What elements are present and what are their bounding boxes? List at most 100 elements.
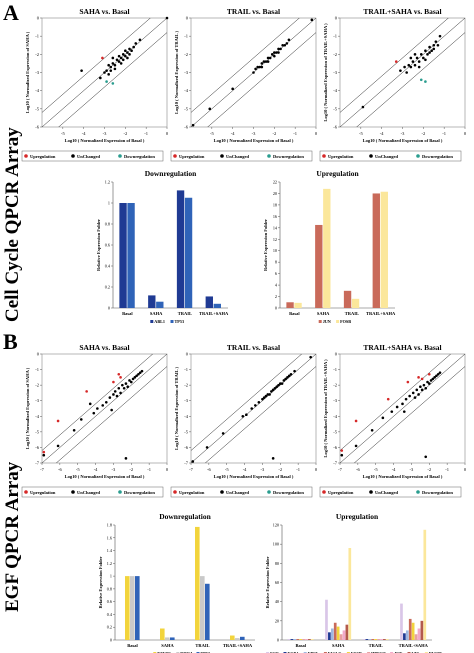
data-point-unchanged <box>390 410 394 413</box>
bar-chart-A4: Downregulation 0 0.2 0.4 0.6 0.8 1 1.2 Relative … <box>96 169 229 324</box>
bar-dusp6 <box>310 639 314 640</box>
panel-letter-a: A <box>3 0 19 25</box>
bar-tp53 <box>240 636 245 640</box>
x-tick-label: 0 <box>166 467 169 472</box>
data-point-unchanged <box>132 45 135 49</box>
data-point-unchanged <box>119 62 123 65</box>
y-tick-label: -2 <box>184 52 188 57</box>
bar-abl1 <box>119 203 127 308</box>
data-point-unchanged <box>287 38 291 42</box>
x-tick-label: -2 <box>123 131 127 136</box>
data-point-unchanged <box>310 18 314 22</box>
y-tick-label: 40 <box>275 599 279 604</box>
category-label: TRAIL+SAHA <box>223 643 253 648</box>
data-point-unchanged <box>245 413 248 417</box>
scatter-B3: TRAIL+SAHA vs. Basal -7 -6 -5 -4 -3 -2 -1 0 -7 -6 -… <box>319 343 467 498</box>
category-label: SAHA <box>317 311 330 316</box>
data-point-unchanged <box>231 87 234 91</box>
legend-marker <box>220 154 224 158</box>
y-tick-label: -5 <box>333 429 337 434</box>
y-tick-label: 10 <box>273 248 277 253</box>
y-tick-label: 100 <box>273 542 279 547</box>
data-point-unchanged <box>427 382 431 385</box>
category-label: Basal <box>289 311 300 316</box>
bar-egr1 <box>403 633 406 640</box>
data-point-unchanged <box>134 42 138 45</box>
data-point-upregulation <box>42 450 46 454</box>
legend-marker <box>322 490 326 494</box>
data-point-unchanged <box>113 63 117 67</box>
y-tick-label: 120 <box>273 523 279 528</box>
y-tick-label: -3 <box>35 398 39 403</box>
legend-marker <box>267 154 271 158</box>
data-point-unchanged <box>138 38 142 42</box>
y-tick-label: 18 <box>273 202 277 207</box>
legend-marker <box>416 154 420 158</box>
legend-marker <box>267 490 271 494</box>
x-tick-label: -1 <box>445 467 449 472</box>
data-point-unchanged <box>121 383 124 387</box>
data-point-unchanged <box>354 444 358 448</box>
y-tick-label: -2 <box>35 383 39 388</box>
y-tick-label: 1.6 <box>107 535 112 540</box>
data-point-unchanged <box>404 397 408 401</box>
bar-faslg <box>296 639 300 640</box>
bar-eps8 <box>330 628 334 640</box>
data-point-unchanged <box>191 460 195 463</box>
x-tick-label: -5 <box>225 467 229 472</box>
data-point-downregulation <box>105 80 108 83</box>
y-tick-label: 0 <box>186 352 189 357</box>
data-point-unchanged <box>401 402 404 406</box>
data-point-unchanged <box>409 56 413 60</box>
data-point-upregulation <box>417 376 420 379</box>
legend-label: JUN <box>323 319 331 324</box>
identity-line <box>42 354 167 463</box>
threshold-line <box>191 18 300 113</box>
bar-rhoa <box>235 638 240 640</box>
legend-label: Upregulation <box>30 490 56 495</box>
bar-lta <box>345 624 349 640</box>
y-tick-label: 1.2 <box>107 561 112 566</box>
data-point-unchanged <box>284 377 287 381</box>
y-tick-label: -5 <box>35 429 39 434</box>
data-point-unchanged <box>135 374 138 378</box>
data-point-unchanged <box>112 393 115 396</box>
data-point-unchanged <box>424 386 428 390</box>
data-point-unchanged <box>126 56 129 60</box>
x-tick-label: -2 <box>427 467 431 472</box>
scatter-legend: Upregulation UnChanged Downregulation <box>21 150 164 162</box>
legend-marker <box>118 154 122 158</box>
data-point-unchanged <box>124 49 127 52</box>
legend-label: ABL1 <box>154 319 165 324</box>
legend-label: Upregulation <box>30 154 56 159</box>
bar-nfkb1 <box>160 628 165 640</box>
bar-egr1 <box>328 632 331 640</box>
data-point-unchanged <box>429 379 433 382</box>
bar-fosb <box>374 639 377 640</box>
x-tick-label: -1 <box>144 131 148 136</box>
y-axis-label: Log10 ( Normalized Expression of SAHA ) <box>25 31 30 113</box>
data-point-unchanged <box>277 383 280 387</box>
threshold-line <box>55 366 167 463</box>
data-point-unchanged <box>261 397 264 401</box>
data-point-upregulation <box>340 449 344 452</box>
data-point-unchanged <box>108 396 112 399</box>
legend-label: JUN <box>394 651 402 653</box>
data-point-unchanged <box>293 369 296 373</box>
bar-abl1 <box>205 296 213 308</box>
bar-hbegf <box>414 634 418 640</box>
y-axis-label: Relative Expression Folder <box>96 219 101 271</box>
legend-label: Upregulation <box>179 154 205 159</box>
legend-label: EPS8 <box>308 651 318 653</box>
legend-marker <box>173 490 177 494</box>
y-tick-label: -7 <box>184 461 188 466</box>
bar-fosb <box>411 622 415 640</box>
data-point-unchanged <box>405 71 408 74</box>
data-point-downregulation <box>111 82 115 85</box>
data-point-unchanged <box>407 63 411 67</box>
data-point-unchanged <box>115 394 119 398</box>
legend-frame <box>21 150 164 162</box>
y-tick-label: -3 <box>35 70 39 75</box>
x-axis-label: Log10 ( Normalized Expression of Basal ) <box>363 474 443 479</box>
scatter-legend: Upregulation UnChanged Downregulation <box>170 486 313 498</box>
